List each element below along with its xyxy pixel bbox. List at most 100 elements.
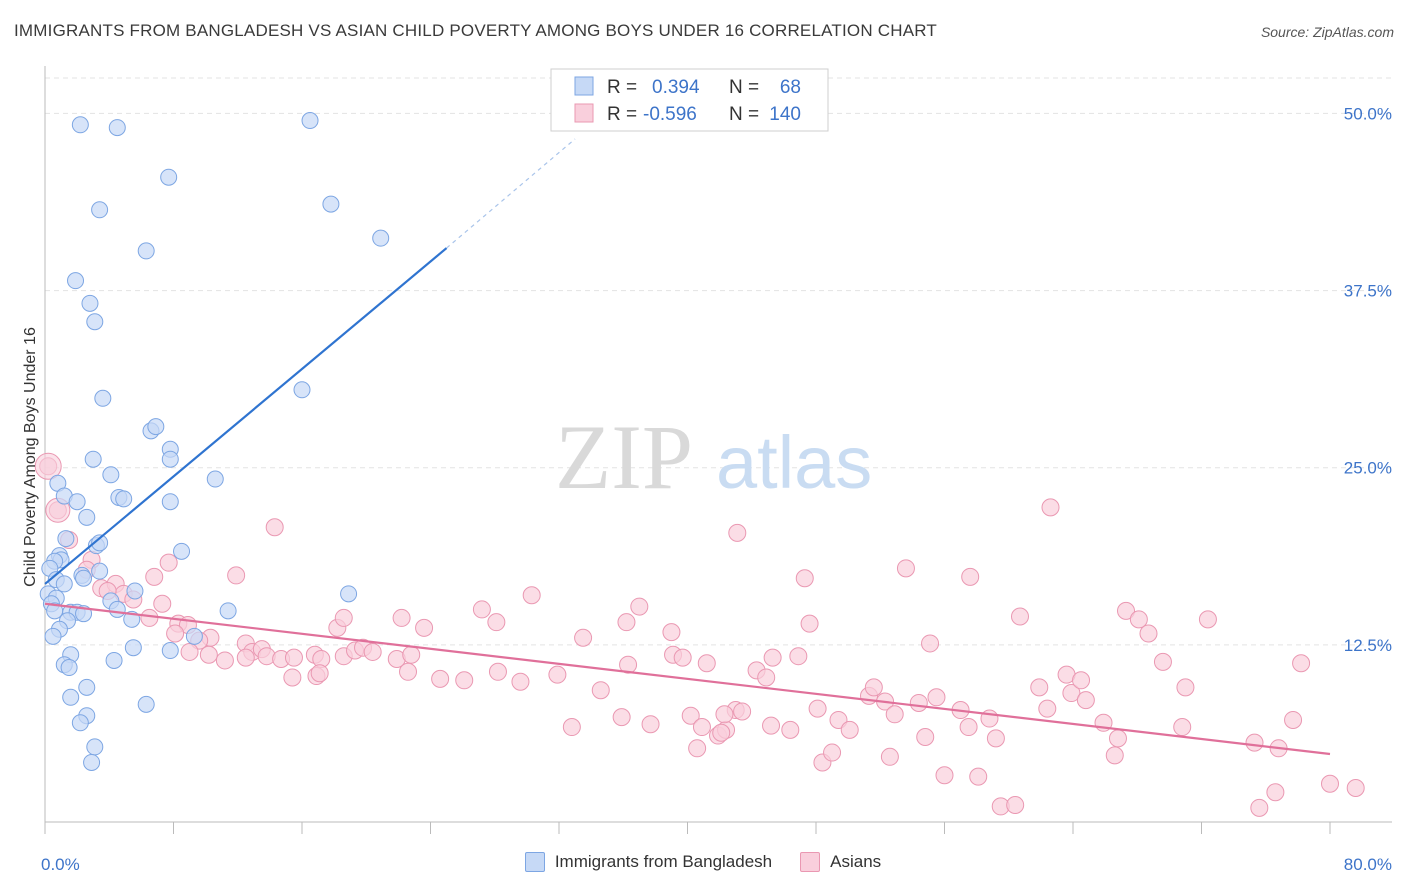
point-bangladesh (86, 313, 104, 331)
point-asians (215, 651, 234, 670)
point-asians (1266, 783, 1285, 802)
point-asians (617, 613, 636, 632)
point-asians (762, 716, 781, 735)
point-asians (1198, 610, 1217, 629)
point-bangladesh (206, 470, 224, 488)
point-bangladesh (173, 542, 191, 560)
point-asians (619, 655, 638, 674)
point-asians (310, 664, 329, 683)
point-asians (455, 671, 474, 690)
point-asians (283, 668, 302, 687)
point-asians (1292, 654, 1311, 673)
legend-n-label-1: N = (729, 77, 759, 98)
legend-n-value-1: 68 (780, 77, 801, 98)
legend-r-label-1: R = (607, 77, 637, 98)
legend-swatch-pink (574, 103, 594, 123)
point-asians (1117, 601, 1136, 620)
point-asians (935, 766, 954, 785)
point-asians (199, 645, 218, 664)
point-bangladesh (86, 738, 104, 756)
point-bangladesh (68, 493, 86, 511)
point-asians (1105, 746, 1124, 765)
point-bangladesh (57, 530, 75, 548)
point-asians (612, 708, 631, 727)
legend-swatch-bangladesh (524, 852, 545, 872)
point-asians (829, 710, 848, 729)
point-bangladesh (78, 678, 96, 696)
point-asians (909, 693, 928, 712)
point-asians (399, 662, 418, 681)
x-tick-label: 0.0% (41, 855, 80, 874)
point-bangladesh (62, 688, 80, 706)
legend-r-value-1: 0.394 (652, 77, 700, 98)
point-asians (728, 523, 747, 542)
point-asians (1153, 652, 1172, 671)
legend-n-label-2: N = (729, 104, 759, 125)
point-asians (681, 706, 700, 725)
point-asians (1321, 774, 1339, 793)
chart-title: IMMIGRANTS FROM BANGLADESH VS ASIAN CHIL… (14, 21, 937, 40)
point-asians (1076, 691, 1095, 710)
point-asians (733, 702, 752, 721)
point-asians (840, 720, 859, 739)
point-asians (697, 654, 716, 673)
point-asians (431, 669, 450, 688)
y-tick-label: 12.5% (1344, 636, 1392, 655)
tick-labels: 12.5% 25.0% 37.5% 50.0% 0.0% 80.0% (41, 104, 1392, 874)
point-asians (522, 586, 541, 605)
point-asians (34, 452, 62, 480)
trend-line-asians (44, 602, 1331, 756)
point-bangladesh (83, 753, 101, 771)
point-asians (1030, 678, 1049, 697)
point-bangladesh (102, 466, 120, 484)
point-asians (896, 559, 915, 578)
point-asians (511, 672, 530, 691)
legend-label-asians: Asians (830, 852, 882, 871)
point-bangladesh (91, 534, 109, 552)
gridlines (45, 77, 1392, 646)
point-asians (402, 645, 421, 664)
point-asians (916, 727, 935, 746)
point-bangladesh (81, 294, 99, 312)
point-asians (1038, 699, 1057, 718)
point-bangladesh (126, 582, 144, 600)
y-tick-label: 50.0% (1344, 104, 1392, 123)
point-bangladesh (161, 493, 179, 511)
point-bangladesh (185, 627, 203, 645)
point-asians (712, 723, 731, 742)
point-asians (140, 608, 159, 627)
point-bangladesh (84, 450, 102, 468)
y-axis-label: Child Poverty Among Boys Under 16 (22, 327, 39, 587)
point-asians (284, 648, 303, 667)
legend-item-asians[interactable]: Asians (800, 852, 881, 872)
point-asians (159, 553, 178, 572)
point-asians (1245, 733, 1264, 752)
point-asians (800, 614, 819, 633)
point-bangladesh (372, 229, 390, 247)
y-tick-label: 37.5% (1344, 282, 1392, 301)
point-asians (1176, 678, 1195, 697)
point-bangladesh (60, 659, 78, 677)
point-bangladesh (301, 112, 319, 130)
point-bangladesh (55, 575, 73, 593)
x-tick-label: 80.0% (1344, 855, 1392, 874)
point-asians (688, 739, 707, 758)
point-bangladesh (147, 418, 165, 436)
trend-extension-bangladesh (446, 138, 576, 249)
point-asians (488, 662, 507, 681)
point-bangladesh (44, 627, 62, 645)
point-asians (808, 699, 827, 718)
series-asians (34, 452, 1365, 817)
point-asians (487, 613, 506, 632)
point-asians (927, 688, 946, 707)
point-asians (630, 597, 649, 616)
bottom-legend: Immigrants from Bangladesh Asians (0, 852, 1406, 872)
point-bangladesh (75, 569, 93, 587)
point-asians (1284, 710, 1303, 729)
point-asians (641, 715, 660, 734)
point-bangladesh (322, 195, 340, 213)
legend-item-bangladesh[interactable]: Immigrants from Bangladesh (524, 852, 772, 872)
point-bangladesh (108, 119, 126, 137)
point-asians (1139, 624, 1158, 643)
